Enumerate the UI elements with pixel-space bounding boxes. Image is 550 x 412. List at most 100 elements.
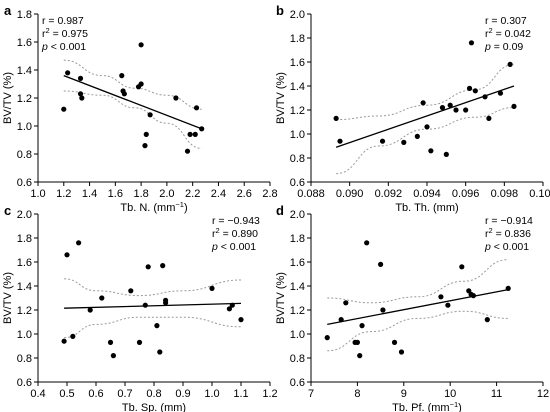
x-tick-label: 1.0 — [204, 388, 219, 400]
y-tick-label: 1.6 — [290, 257, 305, 269]
stat-p-value: p < 0.001 — [211, 241, 256, 253]
stat-r: r = −0.914 — [485, 215, 533, 227]
data-point — [154, 323, 160, 329]
data-point — [110, 353, 116, 359]
panel-letter: d — [276, 203, 284, 218]
data-point — [79, 95, 85, 101]
panel-d: d 7 8 9 10 11 12 0.6 0.8 1.0 1.2 1.4 1.6 1.8 2.0 Tb. Pf… — [275, 203, 549, 412]
panel-c: c 0.4 0.5 0.6 0.7 0.8 0.9 1.0 1.1 1.2 0.6 0.8 1.0 1.2… — [2, 203, 278, 412]
x-tick-label: 0.9 — [175, 388, 190, 400]
y-tick-label: 1.8 — [290, 33, 305, 45]
ci-lower-band — [63, 90, 202, 149]
data-point — [472, 88, 478, 94]
ci-lower-band — [327, 310, 509, 352]
x-tick-label: 2.2 — [185, 188, 200, 200]
stat-r-squared: r2 = 0.890 — [212, 226, 258, 240]
ci-upper-band — [327, 259, 509, 304]
data-point — [343, 300, 349, 306]
data-point — [199, 126, 205, 132]
panel-letter: a — [4, 3, 12, 18]
data-point — [497, 90, 504, 96]
data-point — [238, 317, 244, 323]
data-point — [443, 151, 449, 157]
x-tick-label: 8 — [354, 388, 360, 400]
data-point — [459, 264, 465, 270]
data-point — [99, 295, 105, 301]
x-tick-label: 0.098 — [491, 188, 519, 200]
data-point — [157, 349, 163, 355]
data-point — [482, 94, 488, 100]
data-point — [401, 139, 407, 145]
data-point — [61, 338, 67, 344]
y-axis-label: BV/TV (%) — [275, 272, 287, 324]
x-tick-label: 9 — [401, 388, 407, 400]
data-point — [324, 335, 330, 341]
y-tick-label: 1.4 — [290, 281, 305, 293]
y-tick-label: 1.2 — [17, 305, 32, 317]
y-tick-label: 1.2 — [17, 93, 32, 105]
y-tick-label: 0.8 — [290, 353, 305, 365]
data-point — [424, 124, 430, 130]
x-axis-label: Tb. Sp. (mm) — [122, 402, 186, 412]
data-point — [147, 112, 153, 118]
x-tick-label: 2.0 — [159, 188, 174, 200]
ci-upper-band — [63, 59, 202, 110]
stat-r-squared: r2 = 0.975 — [42, 26, 88, 40]
y-tick-label: 1.4 — [290, 81, 305, 93]
data-point — [507, 61, 513, 67]
panel-letter: b — [276, 3, 284, 18]
data-point — [378, 261, 384, 267]
data-point — [229, 302, 235, 308]
panel-b: b 0.088 0.090 0.092 0.094 0.096 0.098 0.100 0.6 0… — [275, 3, 550, 214]
y-tick-label: 1.4 — [17, 65, 32, 77]
panel-a: a 1.0 1.2 1.4 1.6 1.8 2.0 2.2 2.4 2.6 2.8 0.6 0.8 1.0… — [2, 3, 278, 214]
data-point — [468, 40, 475, 46]
data-point — [466, 85, 473, 91]
data-point — [333, 115, 339, 121]
y-tick-label: 1.2 — [290, 305, 305, 317]
data-point — [136, 339, 143, 345]
data-point — [379, 138, 386, 144]
data-point — [438, 294, 444, 300]
data-point — [414, 133, 420, 139]
x-tick-label: 0.5 — [59, 388, 74, 400]
data-point — [470, 293, 476, 299]
x-tick-label: 0.7 — [117, 388, 132, 400]
x-tick-label: 2.6 — [237, 188, 252, 200]
stat-p-value: p < 0.001 — [41, 41, 86, 53]
data-point — [64, 252, 70, 258]
y-axis-label: BV/TV (%) — [2, 272, 14, 324]
y-tick-label: 2.0 — [17, 209, 32, 221]
y-tick-label: 0.6 — [290, 177, 305, 189]
data-point — [76, 240, 82, 246]
stat-r-squared: r2 = 0.042 — [485, 26, 531, 40]
data-point — [359, 323, 365, 329]
data-point — [445, 302, 451, 308]
y-tick-label: 1.2 — [290, 105, 305, 117]
y-tick-label: 1.0 — [17, 121, 32, 133]
data-point — [138, 42, 144, 48]
x-tick-label: 0.4 — [30, 388, 45, 400]
x-tick-label: 1.4 — [82, 188, 97, 200]
x-tick-label: 10 — [444, 388, 456, 400]
data-point — [209, 285, 215, 291]
y-tick-label: 1.8 — [17, 9, 32, 21]
data-point — [65, 70, 71, 76]
data-point — [77, 91, 84, 97]
x-tick-label: 0.088 — [297, 188, 325, 200]
data-point — [428, 148, 434, 154]
y-tick-label: 1.4 — [17, 281, 32, 293]
data-point — [338, 317, 344, 323]
data-point — [398, 349, 405, 355]
y-tick-label: 0.6 — [17, 177, 32, 189]
y-tick-label: 2.0 — [290, 9, 305, 21]
data-point — [226, 306, 232, 312]
data-point — [511, 103, 517, 109]
stat-r: r = 0.307 — [485, 15, 527, 27]
x-axis-label: Tb. N. (mm−1) — [120, 200, 187, 214]
panel-letter: c — [4, 203, 11, 218]
data-point — [484, 317, 490, 323]
data-point — [184, 148, 191, 154]
data-point — [439, 105, 446, 111]
data-point — [192, 131, 198, 137]
